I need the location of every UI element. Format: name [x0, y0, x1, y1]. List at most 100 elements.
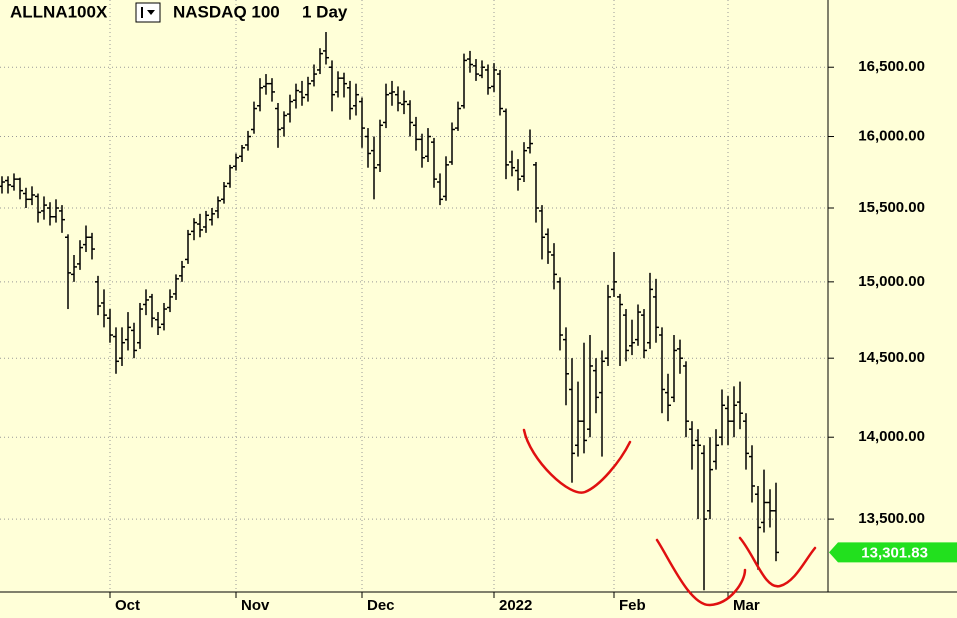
ohlc-bar: [479, 60, 485, 79]
ohlc-bar: [695, 429, 701, 520]
ohlc-bar: [161, 302, 167, 331]
ohlc-bar: [425, 128, 431, 162]
ohlc-bar: [749, 445, 755, 503]
ohlc-bar: [575, 381, 581, 457]
ohlc-bar: [629, 319, 635, 356]
ohlc-bar: [383, 83, 389, 129]
ohlc-bar: [623, 309, 629, 362]
annotations: [522, 428, 817, 607]
ohlc-bar: [209, 208, 215, 226]
dropdown-box[interactable]: [135, 2, 161, 23]
ohlc-bar: [77, 240, 83, 270]
ohlc-bar: [467, 50, 473, 73]
ohlc-bar: [41, 196, 47, 220]
ohlc-bar: [341, 72, 347, 98]
ohlc-bar: [47, 202, 53, 226]
ohlc-bar: [443, 156, 449, 201]
ohlc-bar: [227, 164, 233, 188]
ohlc-bar: [365, 128, 371, 168]
ohlc-bar: [491, 63, 497, 92]
ohlc-bar: [761, 469, 767, 533]
ohlc-bar: [533, 161, 539, 223]
ohlc-bar: [353, 83, 359, 116]
ohlc-bar: [581, 342, 587, 454]
ohlc-bar: [497, 69, 503, 116]
ohlc-bar: [221, 182, 227, 204]
ohlc-bar: [0, 176, 5, 194]
ohlc-bar: [563, 327, 569, 406]
ohlc-bar: [89, 232, 95, 260]
annotation-curve: [655, 538, 747, 607]
ohlc-bar: [167, 289, 173, 313]
ohlc-bar: [569, 358, 575, 483]
ohlc-bar: [65, 234, 71, 310]
y-tick-label: 14,000.00: [858, 428, 925, 445]
ohlc-bar: [557, 277, 563, 351]
ohlc-bar: [401, 90, 407, 115]
ohlc-bar: [653, 278, 659, 343]
ohlc-bar: [437, 173, 443, 206]
ohlc-bar: [407, 100, 413, 137]
ohlc-bar: [647, 272, 653, 349]
ohlc-bar: [719, 389, 725, 446]
ohlc-bar: [347, 80, 353, 120]
ohlc-bar: [281, 111, 287, 137]
ohlc-bar: [461, 53, 467, 109]
ohlc-bar: [11, 173, 17, 191]
ohlc-bar: [599, 350, 605, 457]
ohlc-bar: [35, 193, 41, 223]
ohlc-bar: [743, 413, 749, 470]
y-tick-label: 16,500.00: [858, 58, 925, 75]
ohlc-bar: [773, 482, 779, 562]
ohlc-bar: [635, 304, 641, 346]
y-tick-label: 14,500.00: [858, 349, 925, 366]
ohlc-bar: [371, 136, 377, 200]
ohlc-bar: [551, 243, 557, 290]
ohlc-bar: [149, 293, 155, 328]
ohlc-bar: [605, 284, 611, 366]
ohlc-bar: [203, 210, 209, 233]
ohlc-bar: [317, 48, 323, 75]
ohlc-bar: [275, 102, 281, 148]
ohlc-bar: [665, 373, 671, 422]
ohlc-bar: [173, 274, 179, 300]
ohlc-bar: [119, 327, 125, 366]
ohlc-bar: [101, 289, 107, 328]
ohlc-bar: [287, 94, 293, 123]
ohlc-bar: [245, 130, 251, 151]
ohlc-bar: [257, 78, 263, 112]
ohlc-bar: [191, 218, 197, 241]
ohlc-bar: [755, 485, 761, 570]
ohlc-bar: [143, 289, 149, 316]
ohlc-bar: [83, 225, 89, 253]
ohlc-bar: [359, 97, 365, 148]
ohlc-bar: [17, 177, 23, 200]
ohlc-bar: [377, 119, 383, 172]
ohlc-bar: [137, 302, 143, 349]
instrument-name: NASDAQ 100: [173, 2, 280, 21]
ohlc-bar: [305, 76, 311, 102]
annotation-curve: [738, 536, 817, 588]
ohlc-bar: [527, 129, 533, 154]
ohlc-bar: [395, 86, 401, 112]
y-tick-label: 16,000.00: [858, 127, 925, 144]
bars: [0, 32, 779, 591]
ohlc-bar: [107, 309, 113, 343]
labels: 13,500.00 14,000.00 14,500.00 15,000.00 15,5…: [109, 58, 925, 614]
y-tick-label: 15,000.00: [858, 273, 925, 290]
dropdown[interactable]: [135, 2, 161, 23]
ohlc-bar: [131, 322, 137, 359]
ohlc-bar: [239, 144, 245, 162]
last-price: 13,301.83: [829, 542, 957, 563]
ohlc-bar: [641, 309, 647, 359]
ohlc-bar: [95, 275, 101, 316]
ohlc-bar: [449, 122, 455, 165]
ohlc-bar: [263, 74, 269, 95]
ohlc-bar: [587, 335, 593, 438]
y-tick-label: 15,500.00: [858, 199, 925, 216]
ohlc-bar: [299, 80, 305, 106]
ohlc-bar: [419, 133, 425, 168]
ohlc-bar: [323, 32, 329, 65]
ohlc-bar: [293, 83, 299, 109]
